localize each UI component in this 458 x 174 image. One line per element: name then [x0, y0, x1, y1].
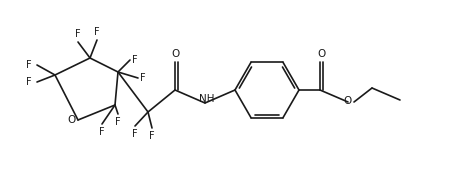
Text: F: F [140, 73, 146, 83]
Text: F: F [132, 55, 138, 65]
Text: O: O [344, 96, 352, 106]
Text: O: O [317, 49, 325, 59]
Text: F: F [132, 129, 138, 139]
Text: F: F [26, 60, 32, 70]
Text: F: F [115, 117, 121, 127]
Text: NH: NH [199, 94, 215, 104]
Text: O: O [172, 49, 180, 59]
Text: F: F [75, 29, 81, 39]
Text: F: F [149, 131, 155, 141]
Text: F: F [26, 77, 32, 87]
Text: F: F [94, 27, 100, 37]
Text: O: O [68, 115, 76, 125]
Text: F: F [99, 127, 105, 137]
